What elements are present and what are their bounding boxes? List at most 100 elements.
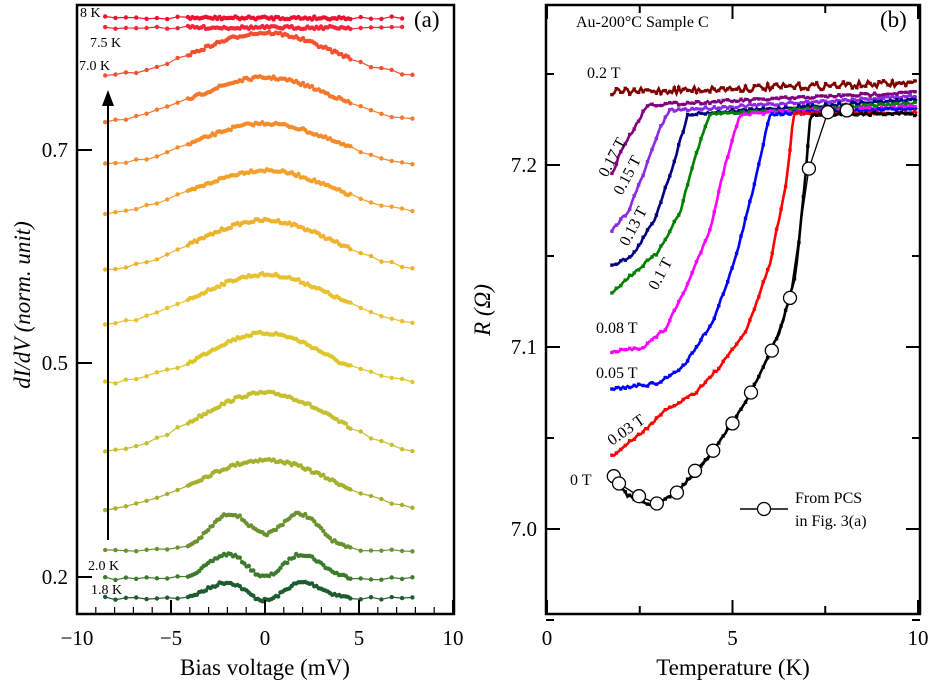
data-point	[134, 261, 139, 266]
data-point	[165, 491, 170, 497]
data-point	[748, 318, 752, 322]
data-point	[379, 438, 384, 444]
data-point	[864, 97, 868, 101]
data-point	[348, 487, 353, 492]
data-point	[663, 408, 667, 412]
data-point	[846, 93, 850, 97]
pcs-point	[687, 463, 703, 478]
data-point	[890, 94, 895, 98]
data-point	[113, 210, 118, 215]
data-point	[237, 555, 242, 560]
label-0T: 0 T	[570, 472, 592, 489]
data-point	[154, 576, 160, 581]
data-point	[699, 107, 703, 111]
data-point	[899, 106, 903, 111]
data-point	[881, 102, 886, 107]
data-point	[757, 162, 761, 166]
data-point	[703, 124, 708, 129]
data-point	[913, 100, 917, 104]
data-point	[358, 548, 363, 553]
data-point	[358, 305, 363, 311]
data-point	[730, 99, 734, 104]
data-point	[685, 108, 690, 113]
data-point	[348, 57, 353, 62]
data-point	[806, 103, 810, 107]
data-point	[368, 493, 374, 499]
pcs-point	[725, 416, 740, 431]
label-0-05T: 0.05 T	[596, 365, 638, 382]
data-point	[228, 127, 233, 133]
data-point	[899, 96, 903, 100]
data-point	[389, 501, 394, 506]
data-point	[712, 369, 716, 373]
data-point	[886, 106, 890, 111]
curve-line	[105, 168, 413, 215]
data-point	[672, 159, 676, 164]
data-point	[734, 124, 739, 129]
data-point	[774, 227, 779, 231]
data-point	[806, 111, 810, 115]
data-point	[389, 575, 394, 580]
data-point	[659, 329, 663, 334]
data-point	[113, 72, 118, 77]
data-point	[739, 113, 743, 118]
data-point	[855, 113, 859, 117]
data-point	[103, 575, 108, 580]
data-point	[632, 383, 636, 388]
data-point	[632, 250, 636, 254]
data-point	[806, 95, 810, 100]
x-tick-label: 10	[908, 626, 929, 650]
data-point	[251, 568, 256, 573]
data-point	[810, 113, 814, 117]
data-point	[113, 597, 118, 602]
data-point	[694, 112, 699, 117]
curve-7-5-K	[103, 23, 405, 32]
data-point	[681, 102, 685, 107]
data-point	[348, 545, 353, 550]
data-point	[904, 90, 908, 94]
pcs-point	[631, 489, 647, 504]
data-point	[734, 342, 739, 346]
data-point	[708, 227, 712, 232]
data-point	[761, 143, 765, 147]
data-point	[123, 318, 129, 323]
data-point	[175, 545, 180, 550]
data-point	[890, 99, 895, 103]
y-tick-label: 0.7	[42, 138, 68, 162]
data-point	[641, 346, 645, 350]
pcs-point	[839, 103, 854, 118]
data-point	[103, 547, 108, 553]
data-point	[779, 324, 783, 328]
data-point	[774, 112, 779, 117]
panel-b-ylabel: R (Ω)	[470, 284, 495, 337]
data-point	[348, 247, 353, 252]
data-point	[708, 90, 712, 94]
data-point	[792, 101, 797, 106]
pcs-point	[801, 161, 817, 176]
curve-T8	[103, 167, 415, 217]
data-point	[743, 216, 748, 221]
data-point	[757, 108, 761, 112]
data-point	[895, 92, 899, 96]
data-point	[623, 348, 627, 352]
data-point	[623, 86, 627, 91]
data-point	[154, 24, 160, 30]
pcs-point	[820, 105, 835, 120]
data-point	[410, 320, 415, 325]
data-point	[399, 24, 405, 30]
data-point	[134, 501, 139, 506]
data-point	[770, 110, 774, 114]
data-point	[761, 87, 765, 91]
data-point	[399, 548, 405, 554]
data-point	[165, 576, 170, 581]
data-point	[721, 86, 725, 90]
data-point	[677, 103, 681, 107]
data-point	[194, 239, 200, 245]
data-point	[757, 102, 761, 107]
data-point	[815, 94, 819, 98]
data-point	[134, 318, 139, 323]
data-point	[877, 93, 881, 98]
data-point	[165, 16, 170, 22]
data-point	[904, 112, 908, 116]
data-point	[175, 100, 180, 105]
